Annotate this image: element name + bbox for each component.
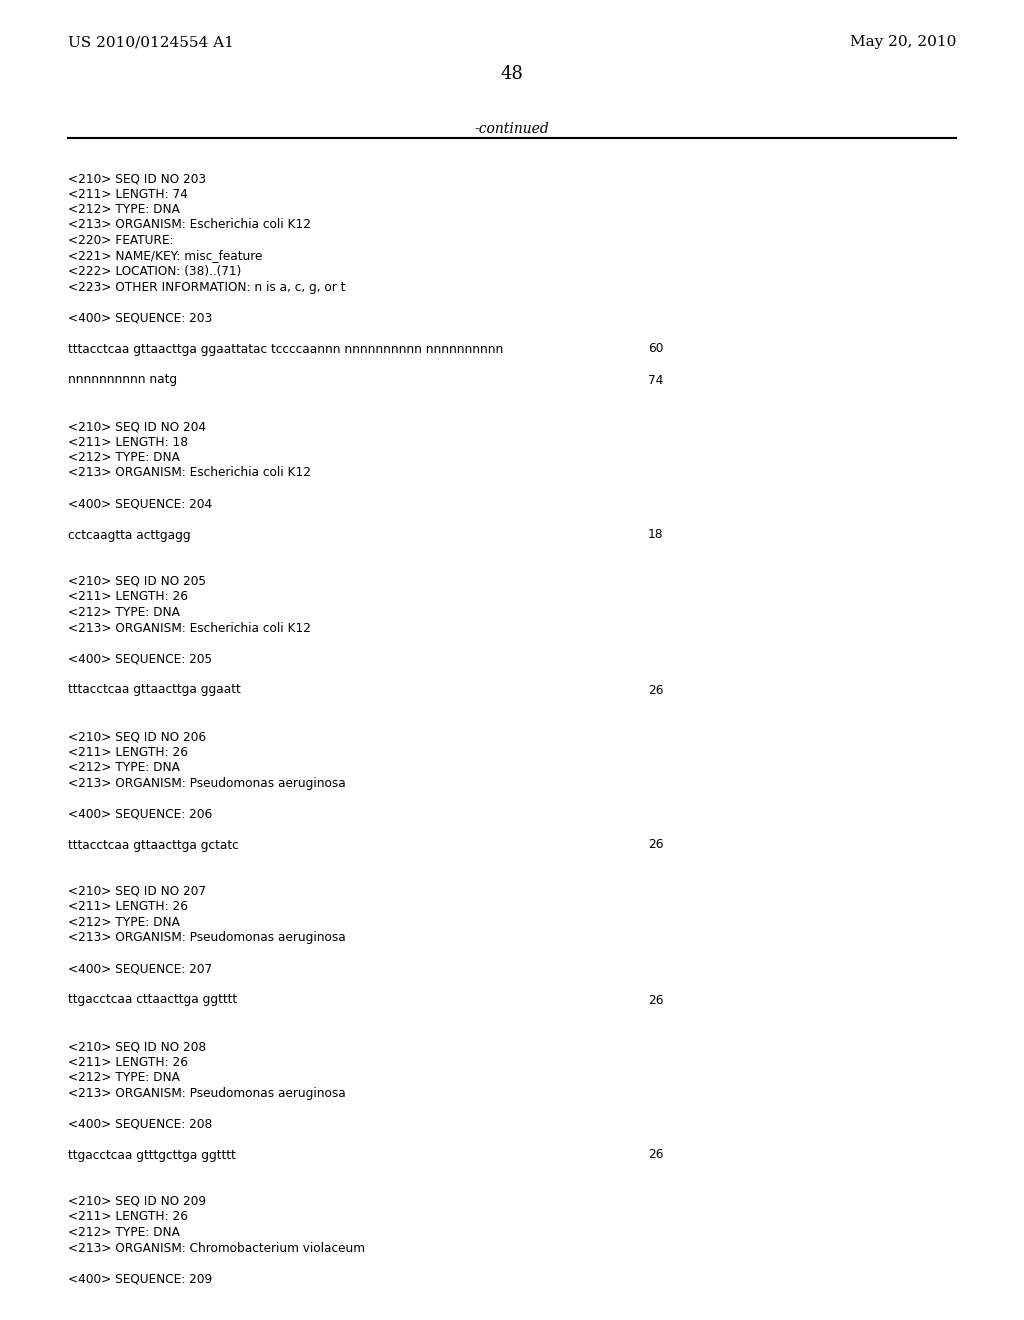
Text: 26: 26: [648, 994, 664, 1006]
Text: 60: 60: [648, 342, 664, 355]
Text: <212> TYPE: DNA: <212> TYPE: DNA: [68, 762, 180, 774]
Text: <212> TYPE: DNA: <212> TYPE: DNA: [68, 916, 180, 929]
Text: <221> NAME/KEY: misc_feature: <221> NAME/KEY: misc_feature: [68, 249, 262, 263]
Text: <212> TYPE: DNA: <212> TYPE: DNA: [68, 451, 180, 465]
Text: <212> TYPE: DNA: <212> TYPE: DNA: [68, 606, 180, 619]
Text: <210> SEQ ID NO 208: <210> SEQ ID NO 208: [68, 1040, 206, 1053]
Text: May 20, 2010: May 20, 2010: [850, 36, 956, 49]
Text: <211> LENGTH: 26: <211> LENGTH: 26: [68, 590, 188, 603]
Text: tttacctcaa gttaacttga gctatc: tttacctcaa gttaacttga gctatc: [68, 838, 239, 851]
Text: <400> SEQUENCE: 206: <400> SEQUENCE: 206: [68, 808, 212, 821]
Text: <400> SEQUENCE: 209: <400> SEQUENCE: 209: [68, 1272, 212, 1286]
Text: <212> TYPE: DNA: <212> TYPE: DNA: [68, 1226, 180, 1239]
Text: <211> LENGTH: 26: <211> LENGTH: 26: [68, 1056, 188, 1068]
Text: <213> ORGANISM: Escherichia coli K12: <213> ORGANISM: Escherichia coli K12: [68, 622, 311, 635]
Text: ttgacctcaa gtttgcttga ggtttt: ttgacctcaa gtttgcttga ggtttt: [68, 1148, 236, 1162]
Text: <400> SEQUENCE: 207: <400> SEQUENCE: 207: [68, 962, 212, 975]
Text: US 2010/0124554 A1: US 2010/0124554 A1: [68, 36, 233, 49]
Text: <400> SEQUENCE: 204: <400> SEQUENCE: 204: [68, 498, 212, 511]
Text: <213> ORGANISM: Escherichia coli K12: <213> ORGANISM: Escherichia coli K12: [68, 466, 311, 479]
Text: <210> SEQ ID NO 203: <210> SEQ ID NO 203: [68, 172, 206, 185]
Text: <211> LENGTH: 26: <211> LENGTH: 26: [68, 746, 188, 759]
Text: 26: 26: [648, 684, 664, 697]
Text: <213> ORGANISM: Pseudomonas aeruginosa: <213> ORGANISM: Pseudomonas aeruginosa: [68, 932, 346, 945]
Text: 26: 26: [648, 838, 664, 851]
Text: <213> ORGANISM: Chromobacterium violaceum: <213> ORGANISM: Chromobacterium violaceu…: [68, 1242, 365, 1254]
Text: tttacctcaa gttaacttga ggaatt: tttacctcaa gttaacttga ggaatt: [68, 684, 241, 697]
Text: <223> OTHER INFORMATION: n is a, c, g, or t: <223> OTHER INFORMATION: n is a, c, g, o…: [68, 281, 345, 293]
Text: <400> SEQUENCE: 205: <400> SEQUENCE: 205: [68, 652, 212, 665]
Text: tttacctcaa gttaacttga ggaattatac tccccaannn nnnnnnnnnn nnnnnnnnnn: tttacctcaa gttaacttga ggaattatac tccccaa…: [68, 342, 503, 355]
Text: nnnnnnnnnn natg: nnnnnnnnnn natg: [68, 374, 177, 387]
Text: <210> SEQ ID NO 209: <210> SEQ ID NO 209: [68, 1195, 206, 1208]
Text: <210> SEQ ID NO 207: <210> SEQ ID NO 207: [68, 884, 206, 898]
Text: -continued: -continued: [475, 121, 549, 136]
Text: 48: 48: [501, 65, 523, 83]
Text: <213> ORGANISM: Pseudomonas aeruginosa: <213> ORGANISM: Pseudomonas aeruginosa: [68, 1086, 346, 1100]
Text: cctcaagtta acttgagg: cctcaagtta acttgagg: [68, 528, 190, 541]
Text: <213> ORGANISM: Escherichia coli K12: <213> ORGANISM: Escherichia coli K12: [68, 219, 311, 231]
Text: <211> LENGTH: 26: <211> LENGTH: 26: [68, 900, 188, 913]
Text: <211> LENGTH: 26: <211> LENGTH: 26: [68, 1210, 188, 1224]
Text: <212> TYPE: DNA: <212> TYPE: DNA: [68, 203, 180, 216]
Text: ttgacctcaa cttaacttga ggtttt: ttgacctcaa cttaacttga ggtttt: [68, 994, 238, 1006]
Text: <213> ORGANISM: Pseudomonas aeruginosa: <213> ORGANISM: Pseudomonas aeruginosa: [68, 776, 346, 789]
Text: <400> SEQUENCE: 203: <400> SEQUENCE: 203: [68, 312, 212, 325]
Text: 18: 18: [648, 528, 664, 541]
Text: <211> LENGTH: 74: <211> LENGTH: 74: [68, 187, 187, 201]
Text: <222> LOCATION: (38)..(71): <222> LOCATION: (38)..(71): [68, 265, 242, 279]
Text: <210> SEQ ID NO 206: <210> SEQ ID NO 206: [68, 730, 206, 743]
Text: 26: 26: [648, 1148, 664, 1162]
Text: <211> LENGTH: 18: <211> LENGTH: 18: [68, 436, 188, 449]
Text: <212> TYPE: DNA: <212> TYPE: DNA: [68, 1071, 180, 1084]
Text: <210> SEQ ID NO 204: <210> SEQ ID NO 204: [68, 420, 206, 433]
Text: 74: 74: [648, 374, 664, 387]
Text: <220> FEATURE:: <220> FEATURE:: [68, 234, 173, 247]
Text: <400> SEQUENCE: 208: <400> SEQUENCE: 208: [68, 1118, 212, 1130]
Text: <210> SEQ ID NO 205: <210> SEQ ID NO 205: [68, 576, 206, 587]
